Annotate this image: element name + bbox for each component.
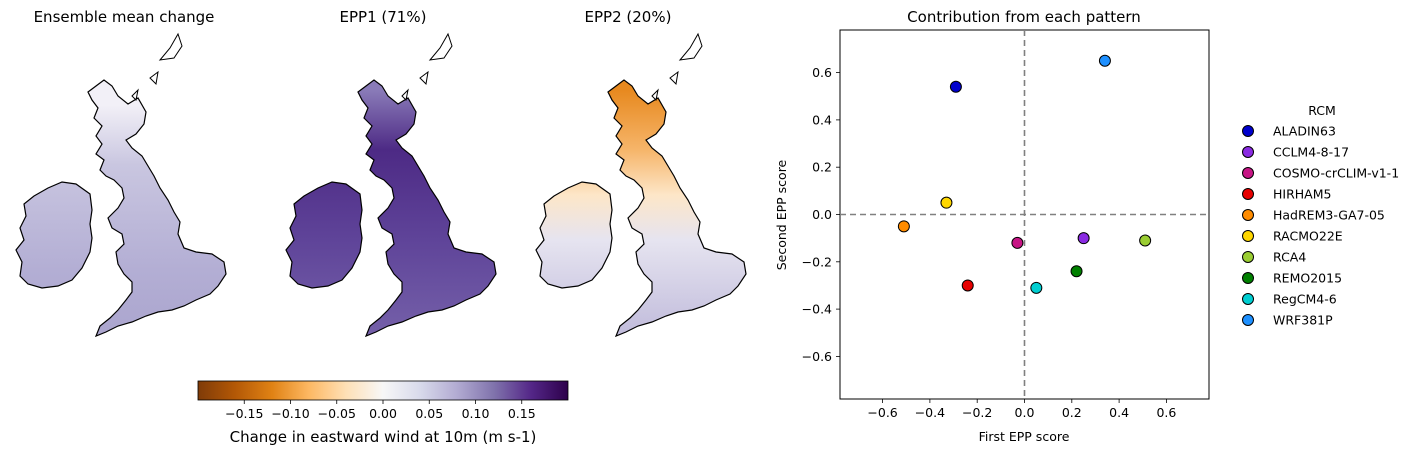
legend-label-racmo22e: RACMO22E [1273,229,1343,244]
legend-label-aladin63: ALADIN63 [1273,124,1336,139]
x-tick-label: −0.6 [867,405,897,420]
point-racmo22e [940,196,953,209]
map-field-epp1 [286,80,496,336]
y-tick-label: −0.4 [802,302,832,317]
legend-marker-remo2015 [1242,272,1254,284]
y-tick-label: −0.2 [802,254,832,269]
y-axis-ticks: −0.6 −0.4 −0.2 0.0 0.2 0.4 0.6 [802,65,840,364]
legend-marker-cosmo-crclim-v1-1 [1242,167,1254,179]
legend-label-rca4: RCA4 [1273,250,1306,265]
legend-marker-racmo22e [1242,230,1254,242]
x-tick-label: −0.4 [915,405,945,420]
x-axis-ticks: −0.6 −0.4 −0.2 0.0 0.2 0.4 0.6 [867,399,1176,420]
y-tick-label: 0.6 [812,65,832,80]
colorbar-tick-label: 0.15 [508,406,536,421]
colorbar-label: Change in eastward wind at 10m (m s-1) [230,428,537,446]
legend-marker-rca4 [1242,251,1254,263]
map-panel-epp1: EPP1 (71%) [285,8,497,337]
legend-label-cosmo-crclim-v1-1: COSMO-crCLIM-v1-1 [1273,166,1399,181]
scatter-title: Contribution from each pattern [907,8,1141,26]
legend-items: ALADIN63 CCLM4-8-17 COSMO-crCLIM-v1-1 HIRHA… [1242,124,1399,328]
legend-marker-hadrem3-ga7-05 [1242,209,1254,221]
legend-marker-wrf381p [1242,314,1254,326]
colorbar-tick-label: −0.15 [225,406,263,421]
point-regcm4-6 [1030,281,1043,294]
colorbar-tick-label: −0.10 [271,406,309,421]
x-tick-label: 0.2 [1062,405,1082,420]
legend-label-hadrem3-ga7-05: HadREM3-GA7-05 [1273,208,1385,223]
legend-label-remo2015: REMO2015 [1273,271,1342,286]
scatter-plot: Contribution from each pattern −0.6 −0.4−… [774,8,1210,444]
point-remo2015 [1070,265,1083,278]
point-rca4 [1139,234,1152,247]
point-aladin63 [949,80,962,93]
islands-epp1 [401,32,453,102]
legend-label-hirham5: HIRHAM5 [1273,187,1331,202]
legend-label-wrf381p: WRF381P [1273,313,1333,328]
point-cclm4-8-17 [1077,232,1090,245]
colorbar-ticks: −0.15 −0.10 −0.05 0.00 0.05 0.10 0.15 [225,400,536,421]
y-axis-label: Second EPP score [774,159,789,270]
map-panel-mean: Ensemble mean change [15,8,227,337]
map-field-epp2 [536,80,746,336]
islands-epp2 [651,32,703,102]
data-points [897,54,1152,294]
legend-marker-regcm4-6 [1242,293,1254,305]
map-title-mean: Ensemble mean change [34,8,215,26]
y-tick-label: 0.4 [812,112,832,127]
x-axis-label: First EPP score [979,429,1070,444]
colorbar-tick-label: 0.00 [369,406,397,421]
colorbar-gradient [197,380,569,401]
x-tick-label: −0.2 [962,405,992,420]
map-title-epp2: EPP2 (20%) [585,8,672,26]
colorbar-tick-label: −0.05 [318,406,356,421]
legend-marker-aladin63 [1242,125,1254,137]
point-hadrem3-ga7-05 [897,220,910,233]
legend-marker-hirham5 [1242,188,1254,200]
x-tick-label: 0.6 [1156,405,1176,420]
colorbar-tick-label: 0.05 [415,406,443,421]
map-field-mean [16,80,226,336]
x-tick-label: 0.4 [1109,405,1129,420]
point-cosmo-crclim-v1-1 [1011,236,1024,249]
legend-marker-cclm4-8-17 [1242,146,1254,158]
y-tick-label: −0.6 [802,349,832,364]
legend-label-cclm4-8-17: CCLM4-8-17 [1273,145,1349,160]
colorbar-tick-label: 0.10 [462,406,490,421]
map-title-epp1: EPP1 (71%) [340,8,427,26]
x-tick-label: 0.0 [1015,405,1035,420]
islands-mean [131,32,183,102]
legend-title: RCM [1308,103,1336,118]
legend: RCM ALADIN63 CCLM4-8-17 COSMO-crCLIM-v1-1 H… [1242,103,1399,328]
y-tick-label: 0.0 [812,207,832,222]
y-tick-label: 0.2 [812,160,832,175]
legend-label-regcm4-6: RegCM4-6 [1273,292,1337,307]
colorbar: −0.15 −0.10 −0.05 0.00 0.05 0.10 0.15 Change i… [197,380,569,446]
reference-lines [840,30,1209,399]
point-wrf381p [1098,54,1111,67]
map-panel-epp2: EPP2 (20%) [535,8,747,337]
point-hirham5 [961,279,974,292]
